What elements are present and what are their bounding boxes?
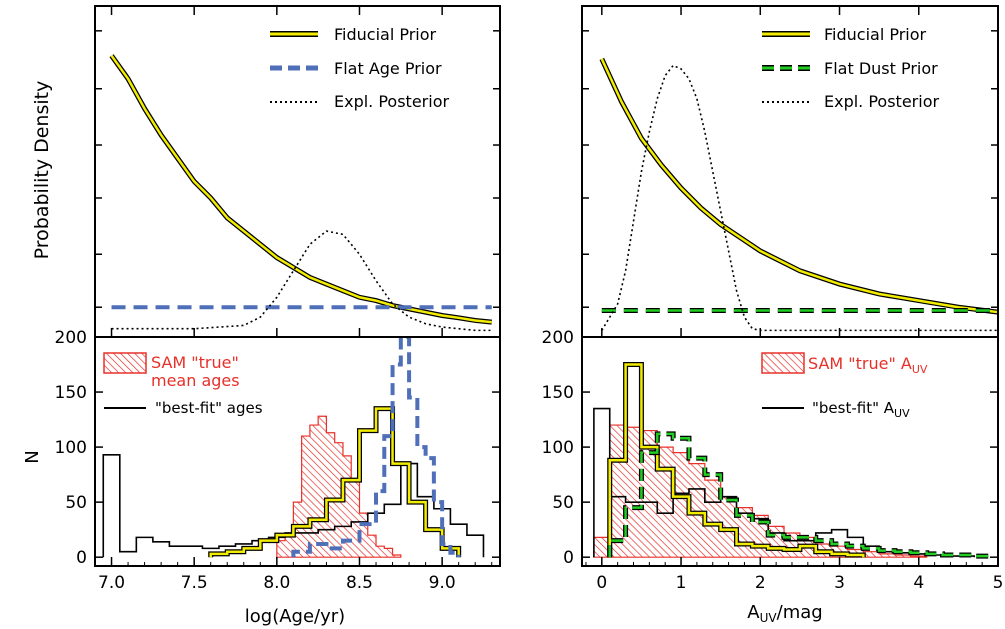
ytick-label-bottom_right-3: 150 bbox=[542, 383, 574, 403]
ytick-label-bottom_left-3: 150 bbox=[55, 383, 87, 403]
legend-label-fiducial-r: Fiducial Prior bbox=[824, 25, 927, 44]
plot-area-top_left bbox=[109, 54, 492, 332]
ytick-label-bottom_left-2: 100 bbox=[55, 438, 87, 458]
ytick-label-bottom_left-1: 50 bbox=[65, 493, 87, 513]
ytick-label-bottom_left-0: 0 bbox=[76, 548, 87, 568]
legend-label-sam-auv-sub: UV bbox=[912, 363, 928, 376]
legend-bottom-left: SAM "true" mean ages "best-fit" ages bbox=[103, 352, 263, 417]
legend-label-bestfit-auv-sub: UV bbox=[894, 407, 910, 420]
legend-label-sam-ages-1: SAM "true" bbox=[151, 353, 239, 372]
panel-bottom-right: 0 50 100 150 200 0 1 2 3 4 5 bbox=[542, 328, 1004, 593]
plot-area-bottom_left bbox=[102, 337, 485, 558]
ytick-label-bottom_left-4: 200 bbox=[55, 328, 87, 348]
plot-area-top_right bbox=[599, 57, 998, 332]
ytick-label-bottom_right-2: 100 bbox=[542, 438, 574, 458]
legend-label-flat-age: Flat Age Prior bbox=[334, 59, 442, 78]
panel-frame-top_right bbox=[581, 5, 999, 338]
legend-label-sam-ages-2: mean ages bbox=[151, 371, 240, 390]
legend-top-left: Fiducial Prior Flat Age Prior Expl. Post… bbox=[270, 25, 449, 111]
legend-top-right: Fiducial Prior Flat Dust Prior Expl. Pos… bbox=[762, 25, 939, 111]
xtick-label-bottom_right-3: 3 bbox=[834, 573, 845, 593]
x-axis-label-age: log(Age/yr) bbox=[245, 606, 345, 627]
xtick-label-bottom_left-1: 7.5 bbox=[181, 573, 208, 593]
legend-label-fiducial: Fiducial Prior bbox=[334, 25, 437, 44]
legend-label-posterior: Expl. Posterior bbox=[334, 92, 449, 111]
hist-bottom_left-2 bbox=[209, 407, 460, 558]
xtick-label-bottom_right-2: 2 bbox=[755, 573, 766, 593]
ytick-label-bottom_right-0: 0 bbox=[563, 548, 574, 568]
hist-bottom_right-0 bbox=[593, 424, 928, 558]
legend-swatch-sam-ages bbox=[103, 352, 147, 374]
panel-bottom-left: 0 50 100 150 200 7.0 7.5 8.0 8.5 9.0 bbox=[55, 328, 501, 593]
panel-frame-bottom_left bbox=[94, 336, 501, 567]
panel-frame-bottom_right bbox=[581, 336, 999, 567]
legend-label-flat-dust: Flat Dust Prior bbox=[824, 59, 938, 78]
series-top_left-0 bbox=[110, 54, 492, 324]
series-top_right-0 bbox=[600, 58, 998, 314]
y-axis-label-n: N bbox=[22, 450, 43, 463]
x-axis-label-auv-unit: /mag bbox=[777, 602, 823, 623]
xtick-label-bottom_left-4: 9.0 bbox=[429, 573, 456, 593]
xtick-label-bottom_left-0: 7.0 bbox=[98, 573, 125, 593]
hist-bottom_left-3 bbox=[291, 337, 461, 558]
legend-swatch-sam-auv bbox=[761, 352, 805, 374]
ytick-label-bottom_right-1: 50 bbox=[552, 493, 574, 513]
xtick-label-bottom_left-3: 8.5 bbox=[346, 573, 373, 593]
ytick-label-bottom_right-4: 200 bbox=[542, 328, 574, 348]
legend-label-sam-auv: SAM "true" AUV bbox=[808, 354, 928, 376]
legend-label-posterior-r: Expl. Posterior bbox=[824, 92, 939, 111]
x-axis-label-auv: AUV/mag bbox=[747, 602, 822, 625]
xtick-label-bottom_right-4: 4 bbox=[913, 573, 924, 593]
plot-area-bottom_right bbox=[593, 362, 993, 559]
xtick-label-bottom_right-0: 0 bbox=[596, 573, 607, 593]
hist-bottom_right-2 bbox=[608, 363, 865, 558]
series-top_left-2 bbox=[111, 230, 492, 332]
y-axis-label-probability: Probability Density bbox=[31, 81, 53, 260]
xtick-label-bottom_right-1: 1 bbox=[676, 573, 687, 593]
panel-top-left bbox=[94, 5, 501, 338]
legend-label-bestfit-ages: "best-fit" ages bbox=[155, 399, 263, 417]
series-top_right-2 bbox=[601, 64, 998, 332]
panel-top-right bbox=[581, 5, 999, 338]
legend-label-bestfit-auv: "best-fit" AUV bbox=[812, 399, 910, 420]
panel-frame-top_left bbox=[94, 5, 501, 338]
xtick-label-bottom_left-2: 8.0 bbox=[263, 573, 290, 593]
x-axis-label-auv-sub: UV bbox=[760, 611, 778, 625]
hist-bottom_right-3 bbox=[608, 432, 992, 558]
xtick-label-bottom_right-5: 5 bbox=[993, 573, 1004, 593]
legend-bottom-right: SAM "true" AUV "best-fit" AUV bbox=[761, 352, 928, 420]
